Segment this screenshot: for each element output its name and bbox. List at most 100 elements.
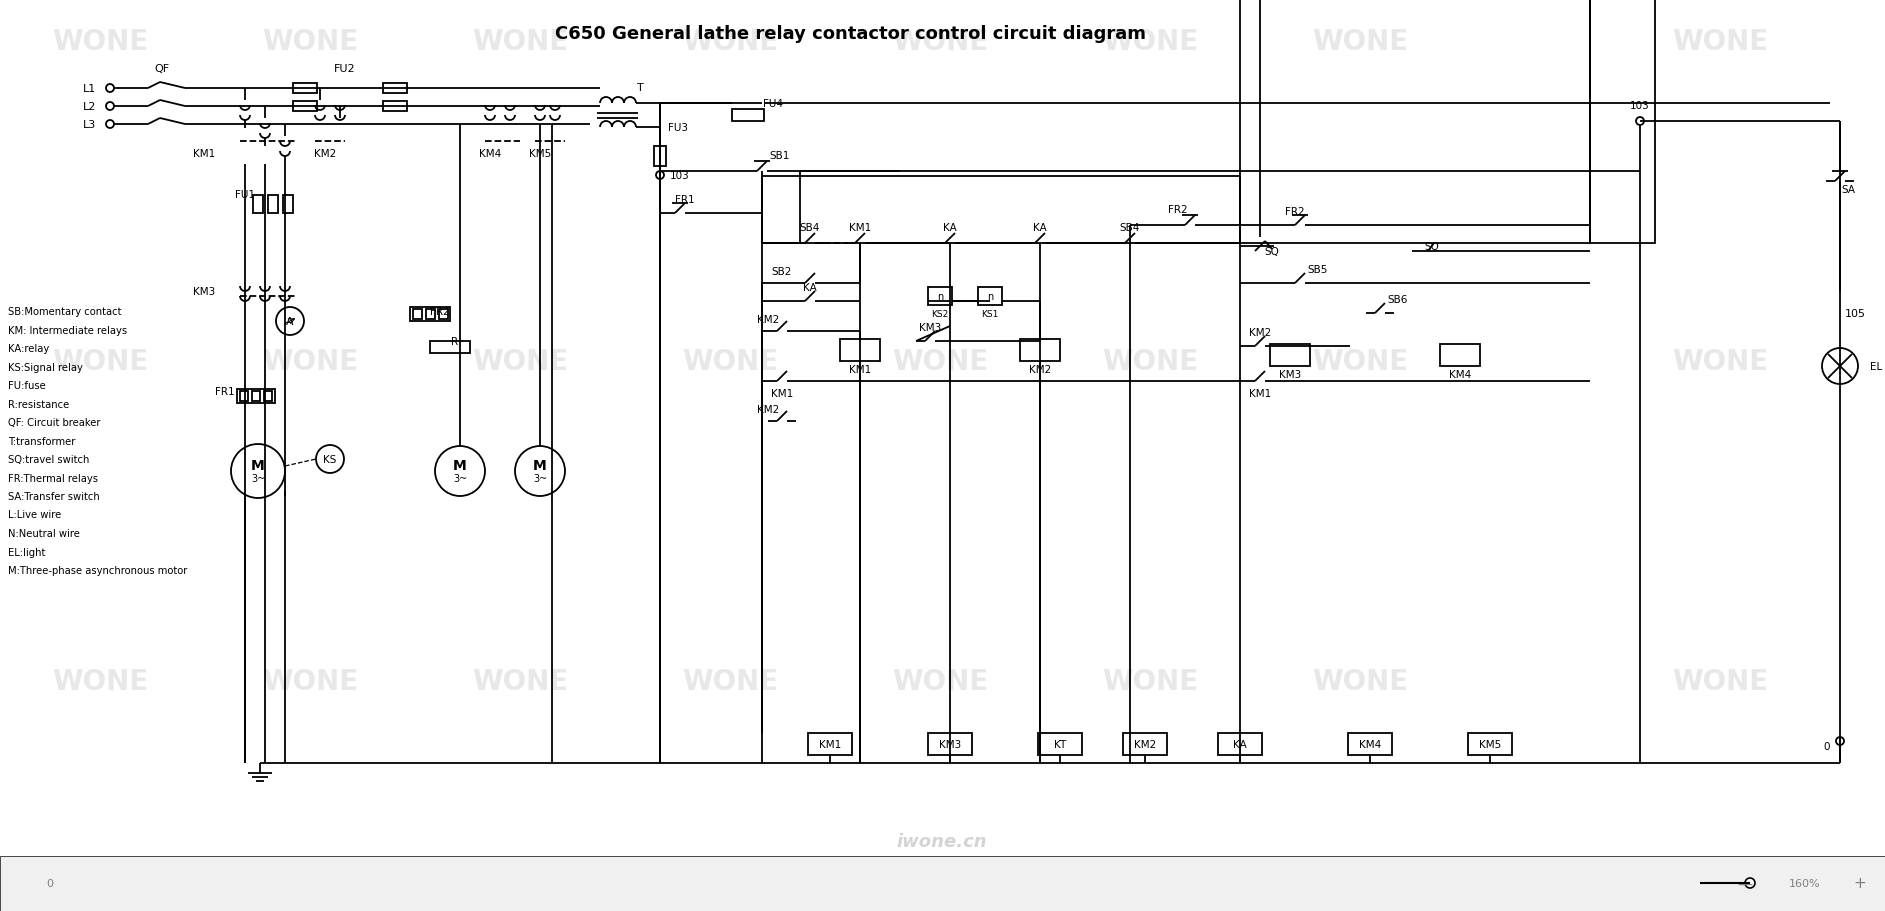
Bar — [1348, 733, 1391, 755]
Text: 0: 0 — [1823, 742, 1830, 752]
Text: FR2: FR2 — [1286, 207, 1304, 217]
Text: WONE: WONE — [262, 28, 358, 56]
Text: KA: KA — [1233, 739, 1246, 749]
Text: WONE: WONE — [471, 667, 567, 695]
Bar — [253, 392, 260, 402]
Bar — [268, 196, 277, 214]
Text: EL:light: EL:light — [8, 547, 45, 557]
Text: SA:Transfer switch: SA:Transfer switch — [8, 491, 100, 501]
Text: WONE: WONE — [471, 348, 567, 375]
Bar — [1591, 0, 1655, 244]
Bar — [238, 390, 275, 404]
Text: KT: KT — [1054, 739, 1067, 749]
Text: KM2: KM2 — [758, 314, 779, 324]
Text: KM3: KM3 — [939, 739, 961, 749]
Bar — [413, 310, 422, 320]
Text: KM2: KM2 — [315, 148, 336, 159]
Text: KM2: KM2 — [1029, 364, 1052, 374]
Text: WONE: WONE — [53, 28, 149, 56]
Text: R:resistance: R:resistance — [8, 399, 70, 409]
Text: FR:Thermal relays: FR:Thermal relays — [8, 473, 98, 483]
Text: WONE: WONE — [682, 667, 779, 695]
Bar — [292, 84, 317, 94]
Text: WONE: WONE — [1672, 667, 1768, 695]
Text: KM1: KM1 — [848, 223, 871, 232]
Text: FU2: FU2 — [334, 64, 356, 74]
Text: 160%: 160% — [1789, 878, 1821, 888]
Text: KM2: KM2 — [1135, 739, 1156, 749]
Circle shape — [106, 85, 113, 93]
Text: SQ: SQ — [1265, 247, 1280, 257]
Text: WONE: WONE — [892, 348, 988, 375]
Bar — [253, 196, 264, 214]
Text: KM3: KM3 — [918, 322, 941, 333]
Text: n: n — [988, 292, 993, 302]
Bar — [383, 102, 407, 112]
Text: WONE: WONE — [682, 28, 779, 56]
Text: +: + — [1853, 875, 1866, 891]
Bar — [426, 310, 435, 320]
Text: FU1: FU1 — [236, 189, 254, 200]
Text: KM2: KM2 — [758, 404, 779, 415]
Text: WONE: WONE — [1103, 348, 1199, 375]
Text: WONE: WONE — [1672, 28, 1768, 56]
Text: KA:relay: KA:relay — [8, 343, 49, 353]
Text: FU4: FU4 — [763, 99, 782, 109]
Text: FR2: FR2 — [430, 307, 451, 317]
Text: WONE: WONE — [262, 667, 358, 695]
Text: KM5: KM5 — [1480, 739, 1500, 749]
Text: WONE: WONE — [892, 28, 988, 56]
Text: FU:fuse: FU:fuse — [8, 381, 45, 391]
Bar — [1468, 733, 1512, 755]
Text: KM5: KM5 — [530, 148, 550, 159]
Text: 3~: 3~ — [251, 474, 266, 484]
Text: WONE: WONE — [53, 348, 149, 375]
Bar — [292, 102, 317, 112]
Bar — [430, 342, 469, 353]
Text: WONE: WONE — [53, 667, 149, 695]
Bar — [1440, 344, 1480, 366]
Text: M:Three-phase asynchronous motor: M:Three-phase asynchronous motor — [8, 566, 187, 576]
Text: T: T — [637, 83, 643, 93]
Text: KA: KA — [803, 282, 816, 292]
Bar — [283, 196, 292, 214]
Text: KM3: KM3 — [192, 287, 215, 297]
Text: M: M — [452, 458, 467, 473]
Text: KM4: KM4 — [479, 148, 501, 159]
Text: KM1: KM1 — [848, 364, 871, 374]
Text: 3~: 3~ — [533, 474, 547, 484]
Bar — [1020, 340, 1059, 362]
Text: SB4: SB4 — [1120, 223, 1140, 232]
Text: KM: Intermediate relays: KM: Intermediate relays — [8, 325, 126, 335]
Text: L2: L2 — [83, 102, 96, 112]
Text: KM4: KM4 — [1359, 739, 1382, 749]
Text: SQ:travel switch: SQ:travel switch — [8, 455, 89, 465]
Circle shape — [106, 103, 113, 111]
Text: T:transformer: T:transformer — [8, 436, 75, 446]
Text: SB4: SB4 — [799, 223, 820, 232]
Text: n: n — [937, 292, 942, 302]
Bar — [731, 110, 763, 122]
Text: KM4: KM4 — [1450, 370, 1470, 380]
Text: KA: KA — [942, 223, 958, 232]
Text: L3: L3 — [83, 120, 96, 130]
Text: WONE: WONE — [1312, 28, 1408, 56]
Text: 103: 103 — [1631, 101, 1649, 111]
Text: A: A — [287, 317, 294, 327]
Bar — [841, 340, 880, 362]
Text: M: M — [533, 458, 547, 473]
Circle shape — [435, 446, 484, 496]
Text: QF: Circuit breaker: QF: Circuit breaker — [8, 417, 100, 427]
Text: KM3: KM3 — [1278, 370, 1301, 380]
Text: M: M — [251, 458, 266, 473]
Text: WONE: WONE — [892, 667, 988, 695]
Circle shape — [1823, 349, 1859, 384]
Text: KS: KS — [324, 455, 337, 465]
Text: WONE: WONE — [1312, 667, 1408, 695]
Bar — [927, 733, 973, 755]
Circle shape — [317, 445, 343, 474]
Bar — [1039, 733, 1082, 755]
Circle shape — [232, 445, 285, 498]
Circle shape — [106, 121, 113, 128]
Bar — [809, 733, 852, 755]
